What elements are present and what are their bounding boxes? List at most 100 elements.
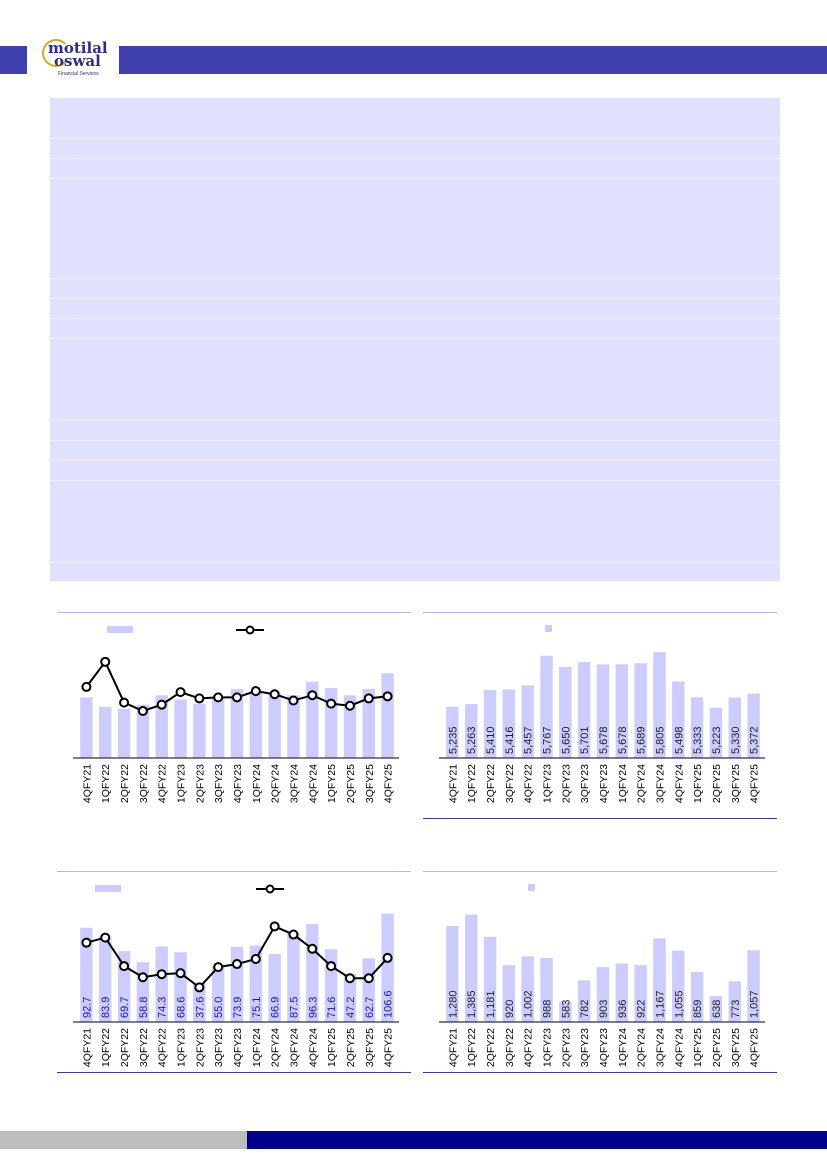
x-tick-label: 4QFY25 (749, 1028, 761, 1067)
row-divider (50, 420, 780, 421)
bar (80, 697, 93, 758)
data-label: 1,057 (749, 990, 761, 1018)
line-point (307, 690, 318, 701)
bar (343, 974, 357, 1022)
x-tick-label: 3QFY25 (364, 1028, 376, 1067)
data-label: 106.6 (383, 990, 395, 1018)
x-tick-label: 4QFY25 (383, 764, 395, 803)
x-tick-label: 1QFY23 (542, 764, 554, 803)
line-point (156, 699, 167, 710)
data-label: 68.6 (176, 997, 188, 1018)
x-tick-label: 2QFY22 (485, 1028, 497, 1067)
bar (117, 708, 131, 758)
bar (577, 980, 591, 1022)
line-point (81, 937, 92, 948)
line-point (213, 962, 224, 973)
x-tick-label: 1QFY25 (692, 1028, 704, 1067)
line-point (137, 972, 148, 983)
x-tick-label: 4QFY23 (232, 1028, 244, 1067)
row-divider (50, 440, 780, 441)
line-point (156, 969, 167, 980)
x-tick-label: 2QFY23 (560, 764, 572, 803)
data-label: 47.2 (345, 997, 357, 1018)
bar (540, 957, 553, 1022)
data-label: 922 (636, 1000, 648, 1018)
data-label: 73.9 (232, 997, 244, 1018)
x-tick-label: 1QFY22 (100, 764, 112, 803)
bar (502, 689, 516, 758)
motilal-oswal-logo: motilal oswal Financial Services (40, 36, 114, 80)
bar (653, 938, 666, 1022)
x-tick-label: 1QFY25 (326, 764, 338, 803)
line-point (344, 700, 355, 711)
x-tick-label: 3QFY23 (213, 1028, 225, 1067)
data-label: 903 (598, 1000, 610, 1018)
x-tick-label: 3QFY22 (138, 764, 150, 803)
x-tick-label: 4QFY22 (157, 1028, 169, 1067)
data-label: 69.7 (119, 997, 131, 1018)
bar (381, 913, 394, 1022)
data-label: 5,223 (711, 726, 723, 754)
chart-3: 92.7 4QFY21 83.9 1QFY22 69.7 2QFY22 58.8 3QFY22… (57, 871, 411, 1073)
bar (483, 936, 497, 1022)
line-point (194, 982, 205, 993)
bar (615, 963, 629, 1022)
row-divider (50, 298, 780, 299)
legend-bar-swatch (545, 625, 552, 632)
x-tick-label: 1QFY25 (692, 764, 704, 803)
x-tick-label: 4QFY21 (447, 1028, 459, 1067)
bar (155, 695, 168, 758)
data-label: 62.7 (364, 997, 376, 1018)
data-label: 58.8 (138, 997, 150, 1018)
bar (211, 966, 225, 1022)
data-label: 87.5 (288, 997, 300, 1018)
data-label: 5,689 (636, 726, 648, 754)
line-point (326, 961, 337, 972)
bar (268, 953, 281, 1022)
line-point (382, 691, 393, 702)
x-tick-label: 3QFY24 (288, 1028, 300, 1067)
x-tick-label: 4QFY24 (673, 1028, 685, 1067)
data-label: 773 (730, 1000, 742, 1018)
bar (728, 981, 741, 1022)
x-tick-label: 1QFY22 (466, 1028, 478, 1067)
x-tick-label: 1QFY24 (617, 764, 629, 803)
row-divider (50, 480, 780, 481)
x-tick-label: 3QFY24 (654, 1028, 666, 1067)
bar (287, 695, 300, 758)
data-label: 71.6 (326, 997, 338, 1018)
data-label: 1,181 (485, 990, 497, 1018)
data-label: 66.9 (270, 997, 282, 1018)
bar (306, 681, 319, 758)
line-point (119, 697, 130, 708)
legend-bar-swatch (528, 884, 535, 891)
bar (174, 699, 187, 758)
x-tick-label: 4QFY23 (232, 764, 244, 803)
bar (99, 936, 112, 1022)
line-point (269, 689, 280, 700)
line-point (288, 929, 299, 940)
bar (559, 666, 572, 758)
x-tick-label: 2QFY25 (711, 1028, 723, 1067)
x-tick-label: 3QFY22 (504, 1028, 516, 1067)
data-label: 1,385 (466, 990, 478, 1018)
legend-line-marker (265, 884, 275, 894)
bar (521, 685, 534, 758)
data-label: 583 (560, 1000, 572, 1018)
data-label: 74.3 (157, 997, 169, 1018)
x-tick-label: 3QFY24 (288, 764, 300, 803)
bar (596, 664, 610, 758)
x-tick-label: 3QFY25 (730, 1028, 742, 1067)
x-tick-label: 4QFY22 (523, 1028, 535, 1067)
x-tick-label: 4QFY25 (383, 1028, 395, 1067)
bar (653, 652, 666, 758)
bar (747, 693, 760, 758)
data-label: 5,263 (466, 726, 478, 754)
line-point (137, 705, 148, 716)
data-label: 5,410 (485, 726, 497, 754)
bar (672, 950, 685, 1022)
data-label: 37.6 (194, 997, 206, 1018)
line-point (250, 953, 261, 964)
bar (211, 698, 225, 758)
x-tick-label: 1QFY23 (176, 1028, 188, 1067)
